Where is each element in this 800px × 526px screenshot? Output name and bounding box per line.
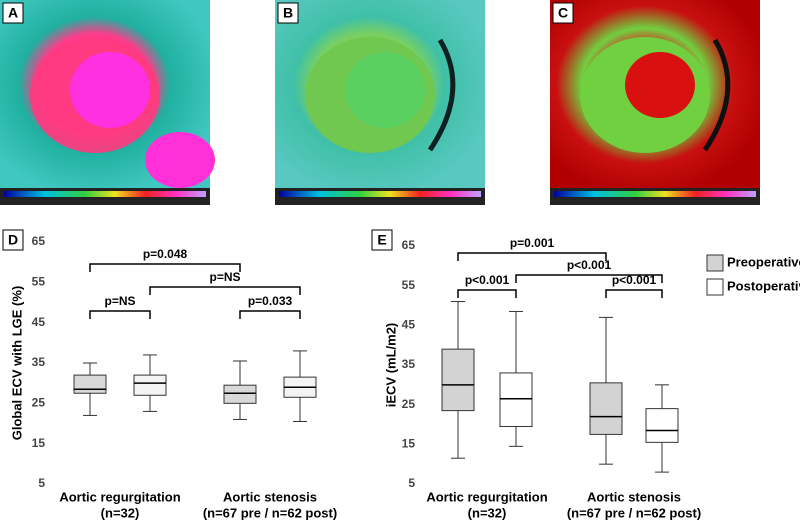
y-tick-label: 35 <box>402 357 416 371</box>
image-c <box>550 0 760 205</box>
bracket <box>149 286 301 295</box>
annotation: p=0.001 <box>510 236 555 250</box>
y-tick-label: 25 <box>402 397 416 411</box>
x-tick-label: Aortic regurgitation <box>59 489 180 504</box>
y-tick-label: 55 <box>402 278 416 292</box>
annotation: p<0.001 <box>465 273 510 287</box>
bracket <box>457 289 517 298</box>
annotation: p<0.001 <box>567 258 612 272</box>
x-tick-note: (n=67 pre / n=62 post) <box>567 505 701 520</box>
x-tick-label: Aortic stenosis <box>223 489 317 504</box>
bracket <box>89 310 151 319</box>
panel-label: C <box>558 5 568 21</box>
annotation: p=0.048 <box>143 247 188 261</box>
x-tick-label: Aortic regurgitation <box>426 489 547 504</box>
y-tick-label: 55 <box>32 275 46 289</box>
annotation: p=0.033 <box>248 294 293 308</box>
y-tick-label: 15 <box>402 437 416 451</box>
annotation: p=NS <box>209 270 240 284</box>
legend-label: Preoperative <box>727 254 800 269</box>
legend-label: Postoperative <box>727 278 800 293</box>
image-a <box>0 0 215 205</box>
panel-label-a: A <box>2 2 24 24</box>
box <box>73 374 107 394</box>
panel-label: D <box>8 232 18 248</box>
y-tick-label: 45 <box>32 315 46 329</box>
bracket <box>89 263 241 272</box>
x-tick-note: (n=32) <box>101 505 140 520</box>
y-tick-label: 15 <box>32 436 46 450</box>
box <box>645 408 679 443</box>
x-tick-note: (n=32) <box>468 505 507 520</box>
panel-label-b: B <box>277 2 299 24</box>
legend-swatch <box>706 254 724 272</box>
y-tick-label: 5 <box>408 476 415 490</box>
annotation: p=NS <box>104 294 135 308</box>
panel-label: A <box>8 5 18 21</box>
bracket <box>457 252 607 261</box>
y-tick-label: 65 <box>32 234 46 248</box>
y-axis-label: iECV (mL/m2) <box>383 323 398 408</box>
y-tick-label: 25 <box>32 396 46 410</box>
y-tick-label: 65 <box>402 238 416 252</box>
box <box>589 382 623 435</box>
y-tick-label: 5 <box>38 476 45 490</box>
y-tick-label: 45 <box>402 318 416 332</box>
legend-swatch <box>706 278 724 296</box>
box <box>223 384 257 404</box>
panel-label: E <box>377 232 386 248</box>
panel-label-box <box>371 229 393 251</box>
x-tick-label: Aortic stenosis <box>587 489 681 504</box>
panel-label-c: C <box>552 2 574 24</box>
box <box>441 348 475 412</box>
y-tick-label: 35 <box>32 355 46 369</box>
panel-label: B <box>283 5 293 21</box>
x-tick-note: (n=67 pre / n=62 post) <box>203 505 337 520</box>
box <box>133 374 167 396</box>
image-b <box>275 0 485 205</box>
y-axis-label: Global ECV with LGE (%) <box>9 286 24 441</box>
box <box>499 372 533 427</box>
bracket <box>239 310 301 319</box>
panel-label-box <box>2 229 24 251</box>
bracket <box>605 289 663 298</box>
annotation: p<0.001 <box>612 273 657 287</box>
bracket <box>515 274 663 283</box>
